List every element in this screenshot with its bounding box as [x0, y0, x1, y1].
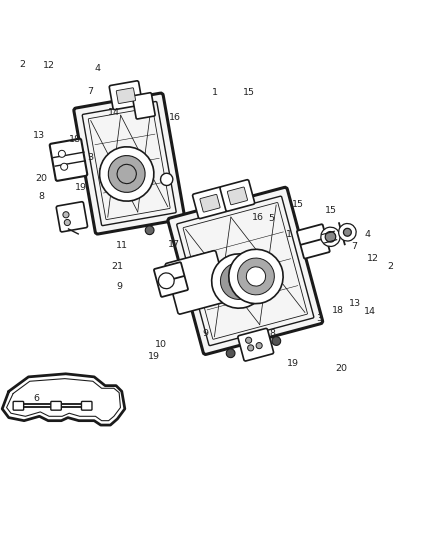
Circle shape — [61, 163, 68, 170]
Text: 17: 17 — [168, 240, 180, 249]
FancyBboxPatch shape — [193, 187, 227, 219]
Text: 4: 4 — [365, 230, 371, 239]
Text: 19: 19 — [286, 359, 299, 368]
Circle shape — [339, 223, 356, 241]
Text: 15: 15 — [243, 87, 255, 96]
Text: 11: 11 — [116, 241, 128, 250]
Text: 3: 3 — [316, 314, 322, 322]
Text: 3: 3 — [87, 152, 93, 161]
FancyBboxPatch shape — [165, 251, 229, 314]
Text: 13: 13 — [349, 299, 361, 308]
Text: 14: 14 — [364, 306, 376, 316]
Circle shape — [58, 150, 65, 157]
Circle shape — [321, 227, 340, 246]
Text: 10: 10 — [155, 340, 167, 349]
Text: 19: 19 — [75, 183, 87, 192]
Text: 12: 12 — [367, 254, 379, 263]
FancyBboxPatch shape — [13, 401, 24, 410]
Circle shape — [246, 337, 252, 343]
FancyBboxPatch shape — [200, 195, 220, 212]
Circle shape — [246, 267, 265, 286]
FancyBboxPatch shape — [56, 202, 88, 232]
Circle shape — [272, 337, 281, 345]
Circle shape — [63, 212, 69, 218]
Text: 16: 16 — [169, 113, 181, 122]
Text: 1: 1 — [212, 87, 218, 96]
Circle shape — [220, 263, 257, 300]
Circle shape — [117, 164, 136, 183]
Text: 15: 15 — [292, 200, 304, 209]
Circle shape — [212, 254, 266, 308]
Circle shape — [64, 220, 71, 225]
Text: 21: 21 — [111, 262, 124, 271]
Text: 20: 20 — [35, 174, 48, 183]
Text: 19: 19 — [148, 352, 160, 361]
FancyBboxPatch shape — [110, 81, 142, 110]
Text: 9: 9 — [116, 282, 122, 290]
FancyBboxPatch shape — [51, 401, 61, 410]
Circle shape — [145, 226, 154, 235]
FancyBboxPatch shape — [227, 187, 247, 205]
Text: 8: 8 — [269, 328, 276, 337]
Circle shape — [159, 273, 174, 289]
Text: 15: 15 — [325, 206, 337, 215]
Circle shape — [256, 343, 262, 349]
Text: 12: 12 — [43, 61, 55, 70]
Text: 2: 2 — [20, 60, 26, 69]
FancyBboxPatch shape — [238, 328, 274, 361]
Circle shape — [229, 249, 283, 304]
Text: 5: 5 — [268, 214, 275, 223]
Text: 1: 1 — [286, 230, 292, 239]
Circle shape — [108, 156, 145, 192]
Circle shape — [247, 345, 254, 351]
FancyBboxPatch shape — [168, 187, 323, 354]
Circle shape — [325, 231, 336, 242]
Circle shape — [226, 349, 235, 358]
Circle shape — [99, 147, 154, 201]
Text: 18: 18 — [332, 306, 344, 315]
FancyBboxPatch shape — [132, 93, 155, 119]
FancyBboxPatch shape — [297, 224, 330, 259]
FancyBboxPatch shape — [220, 180, 254, 211]
Text: 8: 8 — [39, 192, 45, 201]
Text: 2: 2 — [388, 262, 394, 271]
Text: 9: 9 — [202, 328, 208, 337]
FancyBboxPatch shape — [81, 401, 92, 410]
Text: 7: 7 — [87, 87, 93, 96]
Circle shape — [161, 173, 173, 185]
Text: 7: 7 — [351, 243, 357, 251]
FancyBboxPatch shape — [116, 88, 135, 103]
FancyBboxPatch shape — [74, 93, 184, 234]
Text: 18: 18 — [68, 135, 81, 144]
FancyBboxPatch shape — [50, 139, 87, 181]
Circle shape — [229, 271, 248, 290]
Text: 13: 13 — [32, 132, 45, 141]
Circle shape — [343, 228, 351, 236]
Text: 20: 20 — [336, 364, 348, 373]
Circle shape — [237, 258, 274, 295]
Text: 14: 14 — [108, 108, 120, 117]
Text: 16: 16 — [252, 213, 265, 222]
FancyBboxPatch shape — [154, 262, 188, 297]
Text: 4: 4 — [94, 64, 100, 73]
Text: 6: 6 — [33, 394, 39, 403]
